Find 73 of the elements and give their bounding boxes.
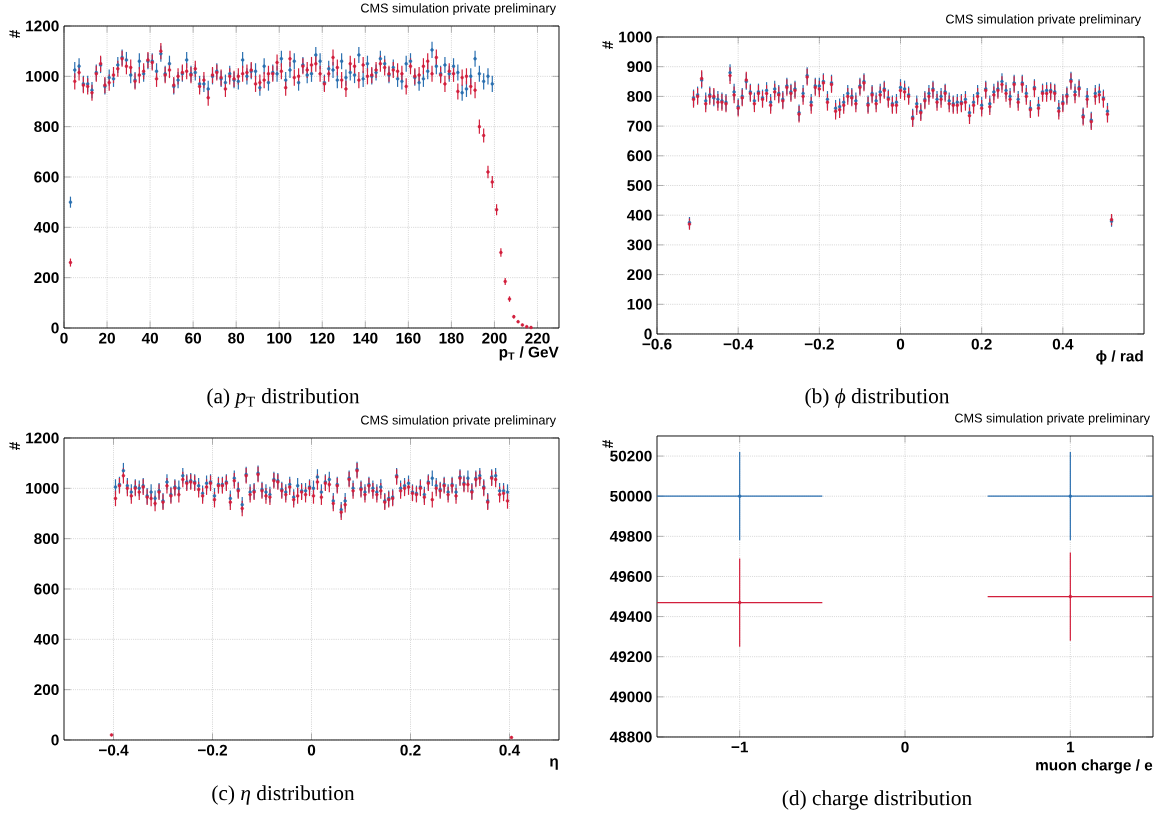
y-tick-label: 900: [627, 61, 652, 73]
y-tick-label: 600: [34, 171, 59, 183]
x-tick-label: 80: [228, 332, 245, 344]
x-tick-label: 0: [307, 744, 316, 756]
y-tick-label: 800: [34, 533, 59, 545]
x-tick-label: 60: [185, 332, 202, 344]
y-tick-label: 200: [34, 684, 59, 696]
text: (b) ϕ distribution: [805, 388, 950, 408]
y-tick-label: 49000: [609, 691, 652, 703]
y-axis-title: #: [602, 439, 613, 448]
y-axis-title: #: [602, 40, 613, 49]
chart-title: CMS simulation private preliminary: [361, 415, 556, 428]
x-axis-title: muon charge / e: [1036, 759, 1153, 774]
x-tick-label: −0.4: [723, 338, 754, 350]
x-tick-label: 0: [60, 332, 68, 344]
x-tick-label: 40: [141, 332, 158, 344]
y-tick-label: 600: [34, 583, 59, 595]
x-tick-label: 1: [1067, 741, 1075, 753]
y-tick-label: 49200: [609, 651, 652, 663]
x-tick-label: 200: [482, 332, 507, 344]
x-tick-label: 120: [310, 332, 335, 344]
y-tick-label: 200: [34, 272, 59, 284]
x-axis-title: ϕ / rad: [1096, 350, 1143, 365]
text: (c) η distribution: [212, 785, 355, 805]
y-tick-label: 49600: [609, 571, 652, 582]
y-tick-label: 400: [33, 221, 59, 233]
x-tick-label: 0.2: [971, 338, 992, 350]
x-tick-label: 0.4: [1052, 338, 1074, 350]
chart-title: CMS simulation private preliminary: [361, 3, 557, 16]
x-tick-label: 160: [396, 332, 421, 344]
x-tick-label: 0: [896, 338, 905, 350]
y-tick-label: 800: [627, 90, 652, 102]
y-tick-label: 200: [627, 269, 652, 281]
y-tick-label: 1000: [619, 31, 652, 43]
y-tick-label: 49800: [609, 530, 652, 542]
x-tick-label: −0.2: [198, 744, 228, 756]
x-tick-label: 100: [267, 332, 292, 344]
y-tick-label: 1200: [26, 20, 59, 32]
x-tick-label: −0.6: [642, 338, 672, 350]
x-tick-label: −1: [731, 741, 748, 753]
y-tick-label: 50200: [610, 450, 652, 462]
text: (a) p$_{T}$ distribution: [207, 388, 360, 408]
y-tick-label: 700: [627, 120, 652, 132]
y-tick-label: 400: [626, 209, 652, 221]
x-tick-label: 140: [353, 332, 378, 344]
x-axis-title: p$_{T}$ / GeV: [499, 346, 559, 361]
x-tick-label: −0.2: [804, 338, 834, 350]
text: (d) charge distribution: [782, 790, 972, 810]
chart-title: CMS simulation private preliminary: [946, 14, 1142, 27]
x-tick-label: −0.4: [99, 744, 129, 756]
chart-title: CMS simulation private preliminary: [955, 413, 1150, 426]
x-tick-label: 180: [439, 332, 464, 344]
y-tick-label: 400: [33, 633, 59, 645]
y-tick-label: 0: [51, 322, 59, 334]
y-axis-title: #: [9, 441, 20, 450]
x-tick-label: 220: [525, 332, 550, 344]
y-tick-label: 300: [627, 239, 652, 251]
y-tick-label: 1000: [26, 70, 59, 82]
y-tick-label: 49400: [609, 611, 652, 623]
y-tick-label: 48800: [609, 731, 652, 743]
y-tick-label: 1200: [26, 432, 59, 444]
y-tick-label: 100: [627, 298, 652, 310]
x-tick-label: 20: [99, 332, 115, 344]
y-axis-title: #: [9, 29, 20, 38]
x-tick-label: 0.2: [400, 744, 421, 756]
y-tick-label: 500: [627, 180, 652, 191]
y-tick-label: 800: [34, 121, 59, 133]
x-tick-label: 0: [901, 741, 909, 753]
x-tick-label: 0.4: [499, 744, 521, 756]
y-tick-label: 50000: [610, 490, 652, 502]
x-axis-title: η: [550, 758, 558, 770]
y-tick-label: 600: [627, 150, 652, 162]
y-tick-label: 1000: [26, 482, 59, 494]
